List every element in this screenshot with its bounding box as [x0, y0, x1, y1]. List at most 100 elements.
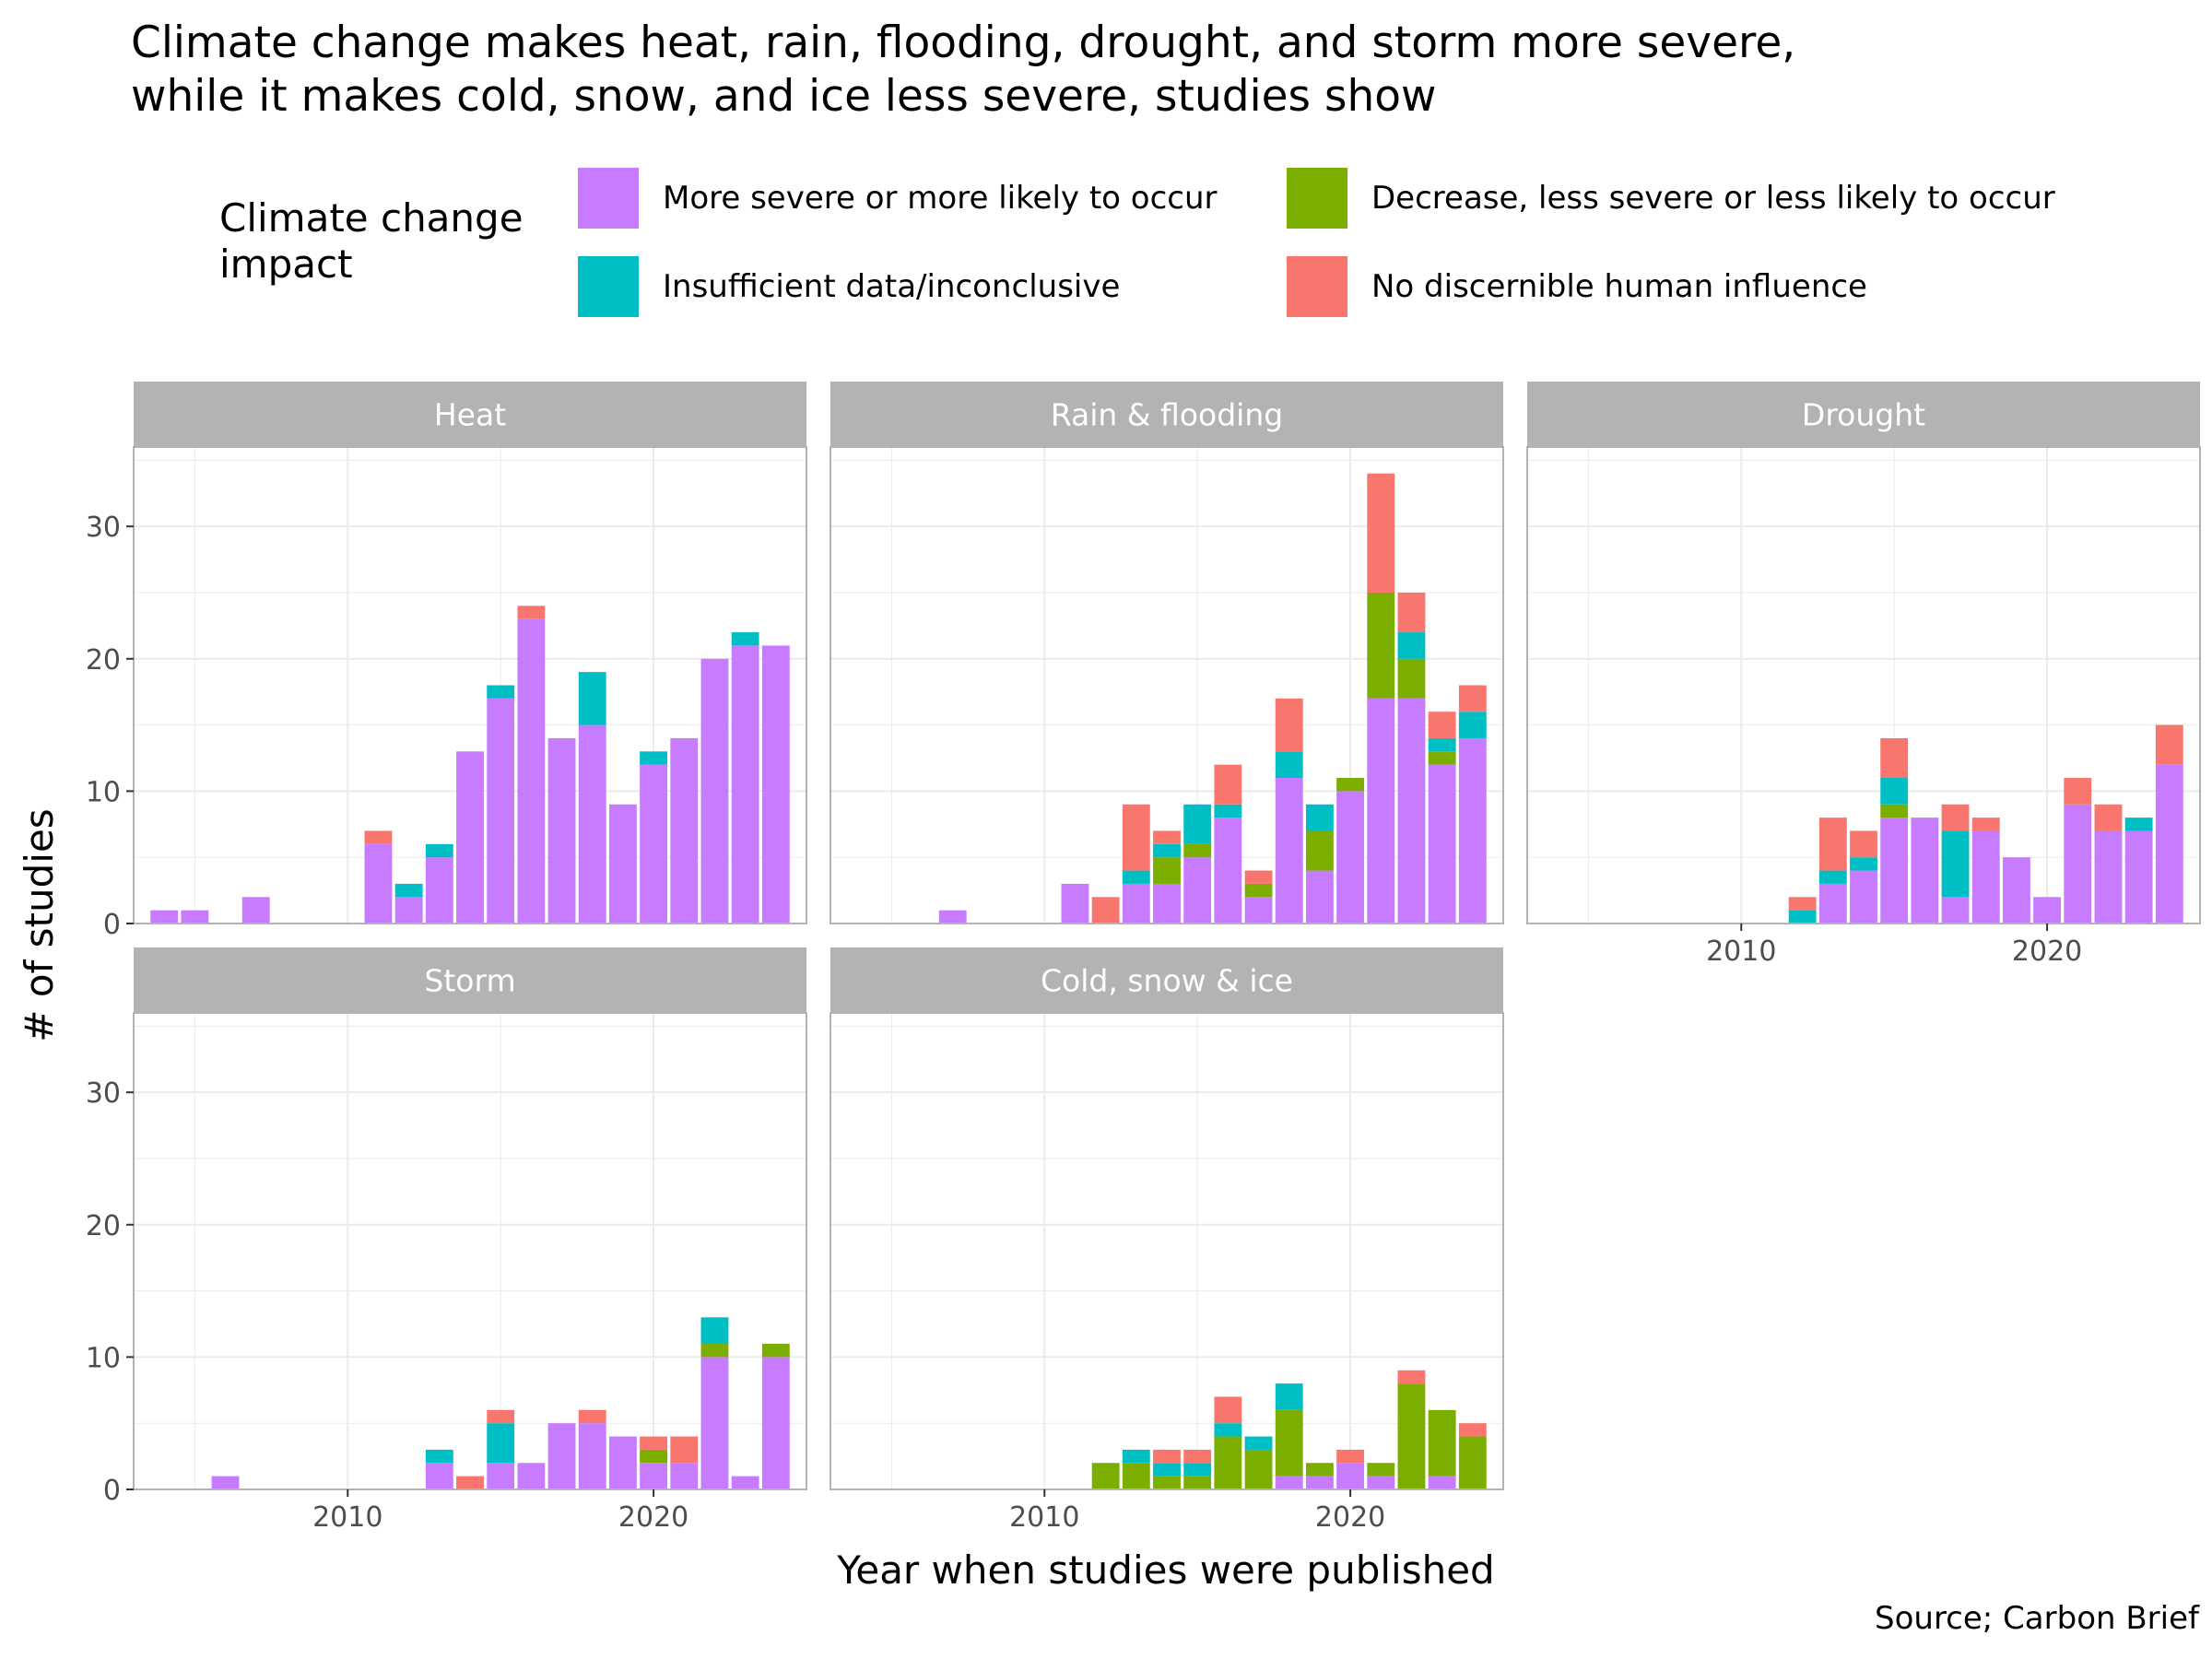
bar-heat-2016-none: [517, 606, 546, 619]
bar-heat-2007-more: [241, 897, 270, 924]
legend-title: Climate change impact: [219, 195, 524, 288]
strip-label-cold-snow-ice: Cold, snow & ice: [1041, 963, 1293, 999]
x-axis-title: Year when studies were published: [836, 1547, 1494, 1593]
bar-rain-flooding-2021-none: [1367, 473, 1395, 593]
strip-drought: [1527, 382, 2200, 447]
bar-storm-2018-more: [578, 1423, 606, 1489]
bar-cold-snow-ice-2024-none: [1458, 1423, 1487, 1437]
bar-rain-flooding-2014-more: [1153, 883, 1181, 924]
bar-cold-snow-ice-2020-none: [1336, 1449, 1365, 1464]
bar-rain-flooding-2015-decrease: [1183, 843, 1212, 858]
strip-heat: [134, 382, 806, 447]
y-tick-label: 10: [86, 1342, 121, 1374]
bar-storm-2013-more: [425, 1463, 453, 1489]
bar-rain-flooding-2018-insufficient: [1275, 751, 1303, 779]
y-tick-label: 30: [86, 512, 121, 544]
panel-border-drought: [1526, 446, 2201, 924]
bar-drought-2017-none: [1941, 804, 1970, 831]
bar-drought-2015-insufficient: [1880, 778, 1909, 805]
bar-rain-flooding-2023-insufficient: [1428, 737, 1456, 752]
bar-drought-2014-insufficient: [1850, 857, 1877, 871]
y-tick-label: 20: [86, 644, 121, 677]
bar-storm-2022-insufficient: [700, 1317, 729, 1345]
bar-drought-2014-more: [1850, 870, 1877, 924]
bar-cold-snow-ice-2022-decrease: [1397, 1383, 1426, 1489]
bar-rain-flooding-2020-decrease: [1336, 778, 1365, 792]
bar-rain-flooding-2022-none: [1397, 592, 1426, 633]
bar-rain-flooding-2022-decrease: [1397, 658, 1426, 699]
bar-drought-2023-insufficient: [2124, 818, 2153, 831]
bar-rain-flooding-2007-more: [938, 910, 967, 924]
bar-storm-2006-more: [211, 1476, 240, 1489]
bar-heat-2004-more: [150, 910, 179, 924]
bar-heat-2024-more: [761, 645, 790, 924]
bar-heat-2005-more: [181, 910, 209, 924]
bar-drought-2021-none: [2064, 778, 2092, 805]
strip-label-drought: Drought: [1802, 397, 1925, 433]
bar-rain-flooding-2022-insufficient: [1397, 632, 1426, 659]
bar-rain-flooding-2016-more: [1214, 818, 1242, 924]
legend-label-decrease: Decrease, less severe or less likely to …: [1371, 180, 2055, 217]
bar-heat-2014-more: [456, 751, 484, 924]
bar-heat-2017-more: [547, 737, 576, 924]
bar-rain-flooding-2021-more: [1367, 698, 1395, 924]
bar-rain-flooding-2023-none: [1428, 712, 1456, 738]
bar-rain-flooding-2016-insufficient: [1214, 804, 1242, 818]
bar-drought-2024-none: [2155, 724, 2183, 765]
bar-storm-2023-more: [731, 1476, 759, 1489]
bar-storm-2020-more: [640, 1463, 668, 1489]
bar-drought-2023-more: [2124, 830, 2153, 924]
bar-drought-2019-more: [2002, 857, 2030, 924]
legend-title-line-1: Climate change: [219, 195, 524, 241]
bar-rain-flooding-2017-decrease: [1244, 883, 1273, 898]
bar-storm-2016-more: [517, 1463, 546, 1489]
bar-cold-snow-ice-2015-insufficient: [1183, 1463, 1212, 1477]
bar-cold-snow-ice-2017-decrease: [1244, 1449, 1273, 1489]
legend-key-more: [578, 168, 639, 229]
bar-cold-snow-ice-2022-none: [1397, 1370, 1426, 1384]
bar-cold-snow-ice-2013-insufficient: [1122, 1449, 1150, 1464]
bar-heat-2020-insufficient: [640, 751, 668, 765]
bar-cold-snow-ice-2017-insufficient: [1244, 1436, 1273, 1450]
bar-heat-2016-more: [517, 618, 546, 924]
bar-heat-2013-more: [425, 857, 453, 924]
bar-storm-2022-decrease: [700, 1344, 729, 1358]
bar-drought-2016-more: [1911, 818, 1939, 924]
bar-drought-2017-insufficient: [1941, 830, 1970, 898]
x-tick-label: 2020: [1315, 1501, 1385, 1534]
bar-cold-snow-ice-2015-decrease: [1183, 1476, 1212, 1489]
bar-heat-2020-more: [640, 764, 668, 924]
bar-drought-2018-more: [1971, 830, 2000, 924]
bar-rain-flooding-2024-none: [1458, 685, 1487, 712]
bar-heat-2023-insufficient: [731, 632, 759, 646]
bar-rain-flooding-2011-more: [1061, 883, 1089, 924]
bar-storm-2021-more: [670, 1463, 699, 1489]
bar-cold-snow-ice-2020-more: [1336, 1463, 1365, 1489]
bar-cold-snow-ice-2023-more: [1428, 1476, 1456, 1489]
bar-cold-snow-ice-2016-decrease: [1214, 1436, 1242, 1489]
legend-title-line-2: impact: [219, 241, 353, 287]
bar-drought-2022-none: [2094, 804, 2123, 831]
bar-cold-snow-ice-2016-none: [1214, 1396, 1242, 1424]
bar-rain-flooding-2023-more: [1428, 764, 1456, 924]
bar-drought-2015-none: [1880, 737, 1909, 779]
bar-cold-snow-ice-2018-insufficient: [1275, 1383, 1303, 1410]
bar-drought-2018-none: [1971, 818, 2000, 831]
bar-rain-flooding-2014-decrease: [1153, 857, 1181, 884]
bar-storm-2021-none: [670, 1436, 699, 1464]
bar-rain-flooding-2023-decrease: [1428, 751, 1456, 765]
bar-storm-2014-none: [456, 1476, 484, 1489]
bar-cold-snow-ice-2014-none: [1153, 1449, 1181, 1464]
bar-cold-snow-ice-2016-insufficient: [1214, 1423, 1242, 1437]
bar-storm-2020-decrease: [640, 1449, 668, 1464]
bar-drought-2017-more: [1941, 897, 1970, 924]
legend-key-decrease: [1287, 168, 1347, 229]
bar-heat-2011-more: [364, 843, 393, 924]
bar-drought-2013-more: [1818, 883, 1847, 924]
x-tick-label: 2010: [1706, 935, 1776, 968]
bar-heat-2012-insufficient: [394, 883, 423, 898]
bar-rain-flooding-2015-insufficient: [1183, 804, 1212, 844]
y-tick-label: 20: [86, 1210, 121, 1242]
y-tick-label: 30: [86, 1077, 121, 1110]
